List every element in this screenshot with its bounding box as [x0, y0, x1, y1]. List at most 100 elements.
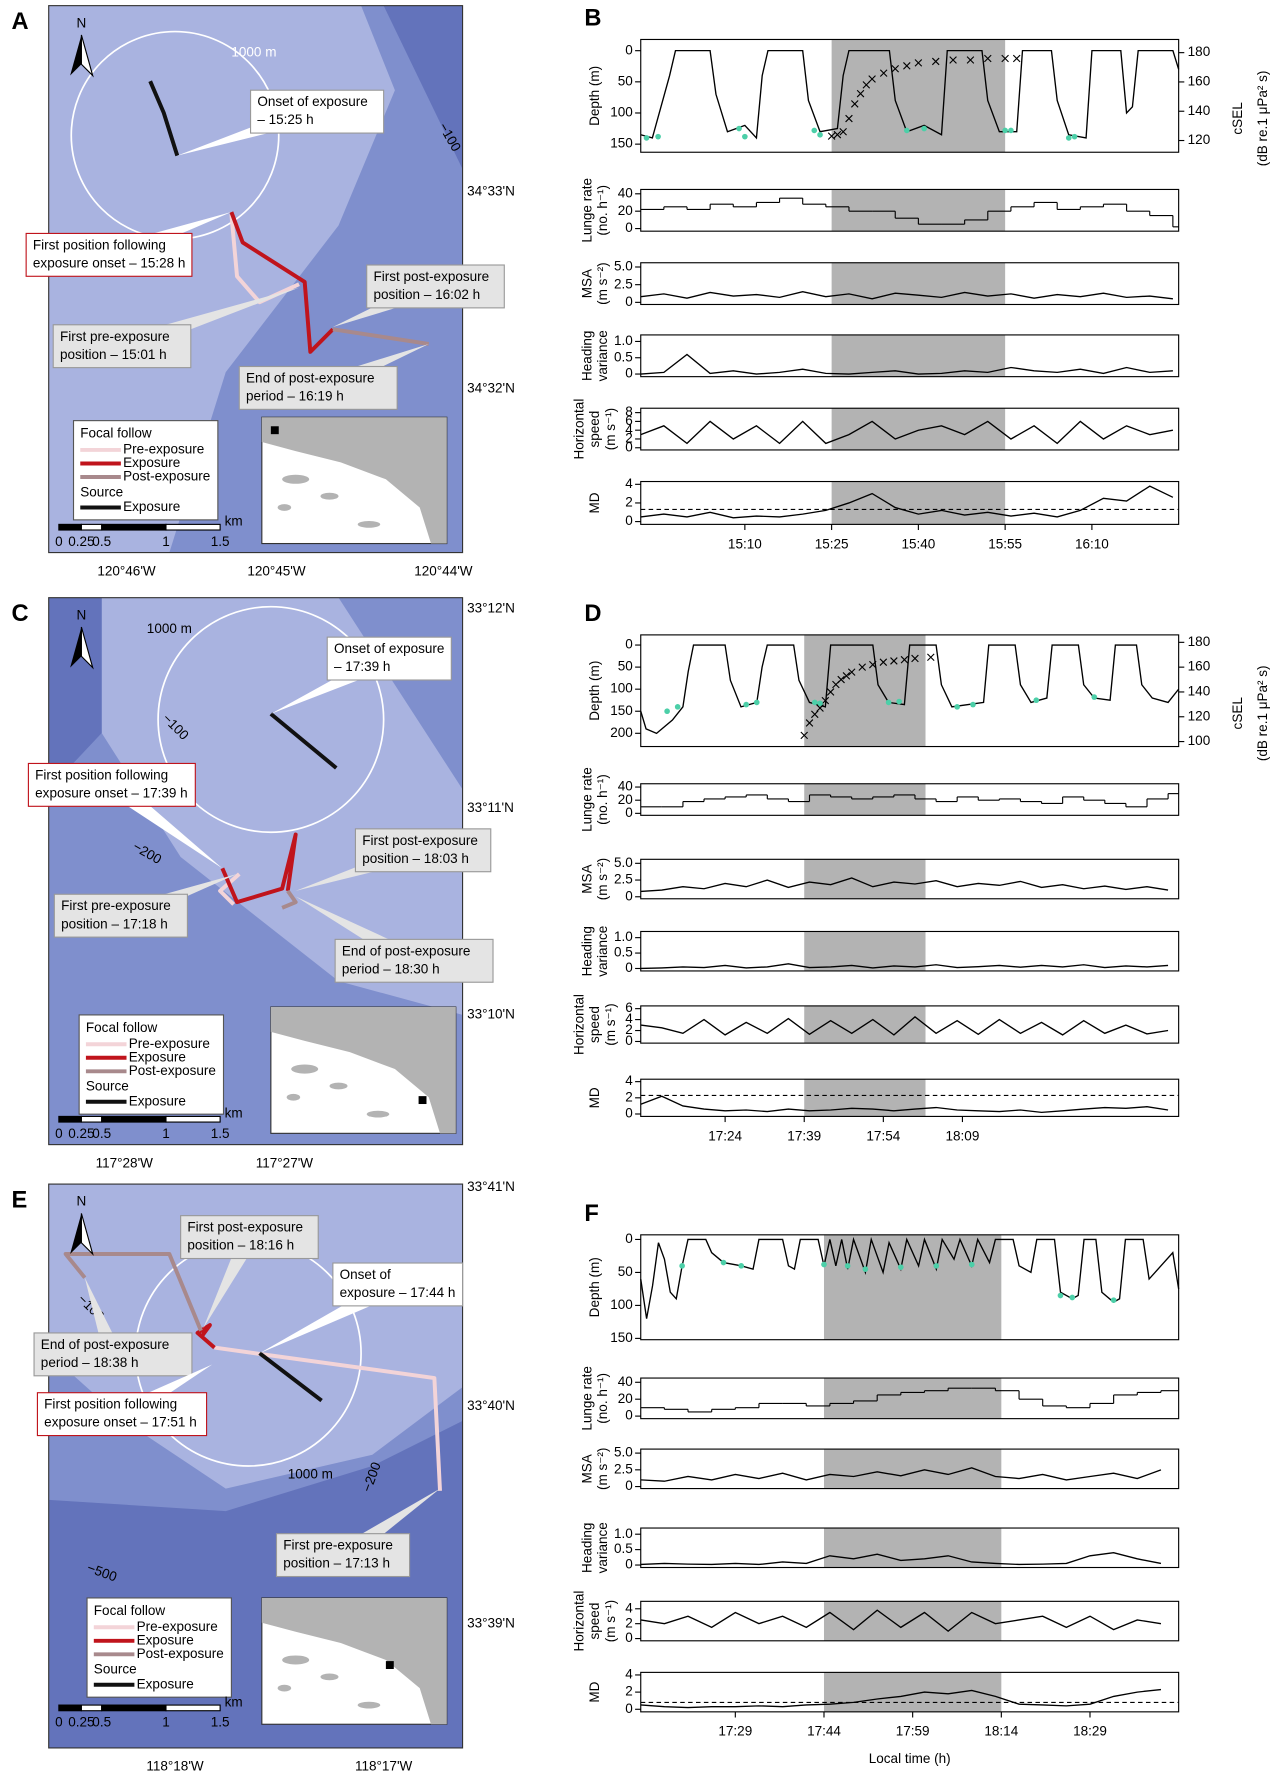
panel-letter: F [584, 1201, 598, 1227]
legend-title: Focal follow [94, 1603, 166, 1618]
callout-box [332, 1262, 464, 1307]
callout-text: exposure onset – 17:39 h [35, 785, 188, 800]
data-line [640, 963, 1169, 970]
chart: 0 0.51.0 Heading variance [579, 330, 1180, 381]
inset-island [320, 492, 339, 500]
csel-marker [800, 731, 809, 740]
callout-box [52, 324, 192, 369]
callout-text: exposure onset – 15:28 h [33, 255, 186, 270]
callout-box [326, 636, 452, 681]
scale-bar [58, 1704, 82, 1712]
longitude-label: 120°44'W [414, 563, 473, 578]
lunge-marker [903, 127, 910, 134]
csel-marker [856, 89, 865, 98]
exposure-shade [831, 39, 1006, 153]
north-arrow [80, 626, 94, 670]
latitude-label: 33°10'N [467, 1007, 515, 1022]
legend-label: Exposure [123, 455, 180, 470]
y-axis-label: (no. h⁻¹) [595, 1373, 610, 1424]
y-tick-label: 100 [610, 681, 633, 696]
callout-text: End of post-exposure [342, 943, 470, 958]
legend-label: Exposure [137, 1632, 194, 1647]
data-line [640, 1552, 1162, 1566]
chart: 0 2.55.0 MSA (m s⁻²) [579, 1445, 1180, 1493]
csel-marker [914, 59, 923, 67]
scale-label: 0 [55, 1126, 63, 1141]
track-pre [218, 872, 241, 906]
legend-label: Post-exposure [129, 1063, 216, 1078]
legend-label: Post-exposure [137, 1646, 224, 1661]
callout-text: position – 16:02 h [373, 287, 480, 302]
latitude-label: 34°32'N [467, 381, 515, 396]
y-axis-label: MD [587, 1087, 602, 1108]
csel-marker [826, 688, 835, 696]
data-line [640, 1609, 1162, 1632]
data-line [640, 1688, 1162, 1709]
chart: 024 Horizontal speed (m s⁻¹) [571, 1591, 1180, 1651]
x-tick-label: 18:29 [1073, 1724, 1107, 1739]
inset-island [277, 1684, 292, 1692]
callout-text: First post-exposure [373, 269, 489, 284]
lunge-marker [896, 698, 902, 705]
legend-title: Focal follow [80, 426, 152, 441]
scale-label: 0.25 [68, 1126, 94, 1141]
panel-letter: B [584, 5, 601, 31]
y-tick-label: 40 [618, 779, 633, 794]
y-axis-label: Heading [579, 926, 594, 976]
y-tick-label: 5.0 [614, 259, 633, 274]
legend-title: Source [80, 484, 123, 499]
y-axis-label: Depth (m) [587, 661, 602, 721]
y-tick-label: 1.0 [614, 929, 633, 944]
x-tick-label: 15:55 [988, 536, 1022, 551]
data-line [640, 291, 1173, 300]
y-tick-label: 200 [610, 725, 633, 740]
y-axis-label: Depth (m) [587, 66, 602, 126]
chart: 0 2 4 MD 17:29 17:44 17:59 18:14 18:29 Local time… [587, 1667, 1180, 1766]
callout-text: First position following [33, 237, 166, 252]
lunge-marker [1091, 694, 1098, 700]
lunge-marker [736, 125, 742, 132]
plot-frame [640, 858, 1180, 900]
scale-bar [101, 1704, 167, 1712]
y-axis-label: speed [587, 1603, 602, 1640]
csel-marker [890, 657, 898, 665]
callout-text: First post-exposure [187, 1220, 303, 1235]
y2-axis-label: (dB re.1 μPa² s) [1255, 665, 1270, 761]
scale-bar [58, 1115, 82, 1123]
callout-text: First pre-exposure [60, 329, 170, 344]
scale-bar [80, 523, 103, 531]
y-axis-label: (no. h⁻¹) [595, 185, 610, 236]
y-tick-label: 0.5 [614, 1541, 633, 1556]
callout-box [334, 938, 494, 983]
chart: 0 50 100 150 120 140 160 180 Depth (m) cSEL (dB re… [587, 38, 1270, 166]
exposure-shade [804, 931, 926, 971]
csel-marker [984, 54, 992, 63]
csel-marker [833, 130, 842, 139]
callout-text: position – 15:01 h [60, 347, 167, 362]
latitude-label: 33°39'N [467, 1615, 515, 1630]
y-tick-label: 2 [625, 1022, 633, 1037]
y2-tick-label: 160 [1188, 659, 1211, 674]
y-tick-label: 0 [625, 42, 633, 57]
scale-label: 1 [162, 534, 170, 549]
track-exp [229, 211, 335, 354]
scale-label: 0.5 [92, 534, 111, 549]
callout-box [249, 89, 385, 134]
y-tick-label: 0 [625, 220, 633, 235]
callout-box [238, 365, 398, 410]
csel-marker [931, 57, 940, 66]
lunge-marker [821, 1261, 827, 1268]
callout-box [53, 893, 188, 938]
track-post [332, 327, 430, 346]
callout-text: First pre-exposure [61, 898, 171, 913]
lunge-marker [933, 1263, 940, 1269]
callout-text: Onset of [340, 1267, 391, 1282]
inset-island [329, 1082, 348, 1090]
data-line [640, 1467, 1162, 1482]
x-tick-label: 18:14 [984, 1724, 1018, 1739]
legend-label: Exposure [129, 1093, 186, 1108]
y-tick-label: 2 [625, 495, 633, 510]
legend-title: Source [94, 1662, 137, 1677]
csel-marker [966, 56, 975, 64]
